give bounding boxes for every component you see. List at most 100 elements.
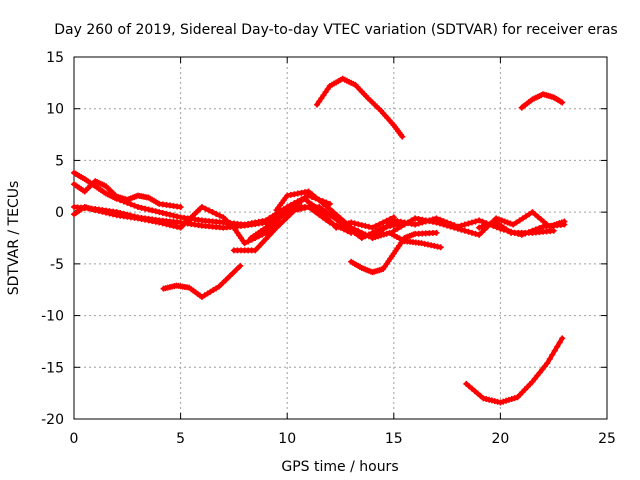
data-point-fill (327, 218, 334, 225)
data-point-fill (245, 238, 252, 245)
data-point (561, 218, 568, 225)
x-axis-label: GPS time / hours (281, 459, 398, 475)
data-point-fill (461, 227, 468, 234)
data-point-fill (219, 280, 226, 287)
data-point-fill (556, 339, 563, 346)
data-point-fill (546, 356, 553, 363)
data-point-fill (280, 217, 287, 224)
data-point (544, 360, 551, 367)
data-point-fill (468, 229, 475, 236)
data-point-fill (461, 221, 468, 228)
data-point-fill (320, 92, 327, 99)
data-point-fill (280, 211, 287, 218)
data-point (559, 335, 566, 342)
data-point-fill (365, 223, 372, 230)
data-point-fill (503, 397, 510, 404)
data-point (134, 203, 141, 210)
y-tick-label: 10 (46, 102, 64, 118)
x-tick-label: 0 (70, 431, 79, 447)
x-tick-label: 15 (385, 431, 403, 447)
data-point-fill (95, 207, 102, 214)
data-point-fill (216, 212, 223, 219)
data-point-fill (511, 395, 518, 402)
data-point-fill (440, 221, 447, 228)
data-point-fill (436, 220, 443, 227)
data-point-fill (362, 222, 369, 229)
data-point-fill (277, 214, 284, 221)
data-point-fill (373, 222, 380, 229)
series-arc-1 (71, 169, 333, 228)
data-point-fill (355, 221, 362, 228)
data-point (262, 229, 269, 236)
data-point-fill (319, 210, 326, 217)
data-point-fill (324, 215, 331, 222)
series-arc-9 (348, 229, 440, 276)
data-point-fill (174, 213, 181, 220)
data-point-fill (362, 231, 369, 238)
data-point (177, 203, 184, 210)
data-point-fill (380, 231, 387, 238)
data-point-fill (376, 221, 383, 228)
data-point-fill (344, 221, 351, 228)
data-point-fill (326, 211, 333, 218)
y-tick-label: -20 (41, 412, 64, 428)
x-tick-label: 5 (176, 431, 185, 447)
data-point-fill (233, 266, 240, 273)
data-point (305, 188, 312, 195)
data-point-fill (309, 191, 316, 198)
data-point-fill (163, 210, 170, 217)
series-layer (71, 75, 568, 406)
data-point-fill (519, 215, 526, 222)
y-axis-label: SDTVAR / TECUs (6, 181, 22, 296)
data-point-fill (145, 206, 152, 213)
data-point-fill (498, 217, 505, 224)
data-point (510, 221, 517, 228)
data-point-fill (209, 209, 216, 216)
data-point-fill (380, 226, 387, 233)
series-line (464, 336, 565, 405)
data-point-fill (131, 202, 138, 209)
data-point-fill (223, 276, 230, 283)
data-point (326, 200, 333, 207)
data-point (412, 221, 419, 228)
data-point-fill (166, 211, 173, 218)
data-point-fill (277, 221, 284, 228)
data-point-fill (138, 204, 145, 211)
series-line (161, 263, 243, 300)
data-point-fill (465, 228, 472, 235)
data-point-fill (465, 220, 472, 227)
data-point-fill (166, 222, 173, 229)
data-point (433, 219, 440, 226)
data-point-fill (316, 197, 323, 204)
data-point-fill (500, 398, 507, 405)
data-point (437, 244, 444, 251)
data-point-fill (369, 229, 376, 236)
data-point-fill (312, 194, 319, 201)
series-arc-4 (71, 178, 184, 210)
data-point-fill (444, 222, 451, 229)
data-point-fill (551, 347, 558, 354)
data-point-fill (507, 220, 514, 227)
y-tick-label: 5 (55, 153, 64, 169)
data-point-fill (397, 223, 404, 230)
data-point-fill (318, 95, 325, 102)
data-point (369, 235, 376, 241)
data-point-fill (365, 233, 372, 240)
data-point-fill (387, 220, 394, 227)
data-point-fill (266, 222, 273, 229)
data-point-fill (383, 223, 390, 230)
data-point (476, 231, 483, 238)
data-point-fill (534, 372, 541, 379)
data-point (454, 225, 461, 232)
data-point-fill (99, 208, 106, 215)
data-point-fill (376, 229, 383, 236)
data-point-fill (373, 232, 380, 239)
data-point-fill (259, 239, 266, 246)
data-point-fill (478, 223, 485, 230)
data-point-fill (337, 215, 344, 222)
data-point-fill (383, 217, 390, 224)
data-point-fill (508, 396, 515, 403)
data-point (529, 378, 536, 385)
data-point-fill (206, 207, 213, 214)
